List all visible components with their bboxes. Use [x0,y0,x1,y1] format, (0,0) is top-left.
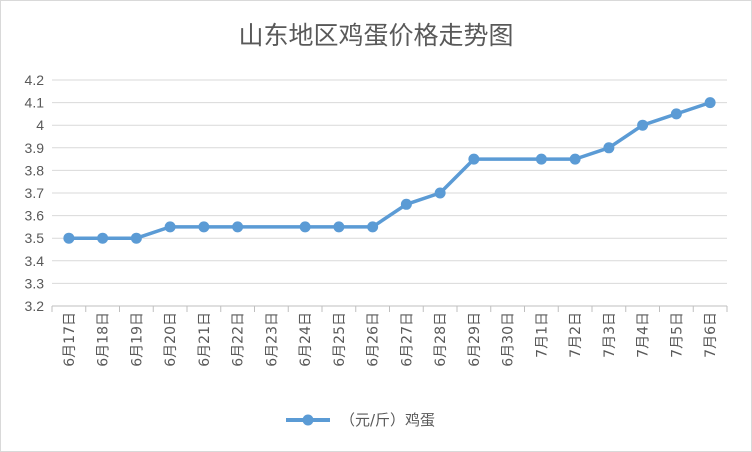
data-point [603,142,615,154]
x-tick-label: 7月2日 [568,312,584,358]
y-tick-label: 3.2 [25,298,45,314]
x-tick-label: 7月5日 [669,312,685,358]
x-tick-label: 6月25日 [332,312,348,367]
x-tick-label: 6月26日 [366,312,382,367]
y-tick-label: 3.3 [25,275,45,291]
legend-marker [302,414,314,426]
x-tick-label: 6月22日 [231,312,247,367]
chart-title: 山东地区鸡蛋价格走势图 [238,21,513,50]
y-tick-label: 3.4 [25,253,45,269]
data-point [164,221,176,233]
x-tick-label: 6月18日 [96,312,112,367]
x-tick-label: 7月3日 [602,312,618,358]
x-tick-label: 6月27日 [399,312,415,367]
x-tick-label: 7月4日 [636,312,652,358]
legend: （元/斤）鸡蛋 [286,411,435,429]
legend-label: （元/斤）鸡蛋 [340,411,435,429]
y-tick-label: 4.1 [25,95,45,111]
data-point [63,232,75,244]
series-group [63,97,716,244]
y-tick-label: 4.2 [25,72,45,88]
x-tick-label: 6月30日 [501,312,517,367]
grid-lines [52,79,727,307]
data-point [232,221,244,233]
data-point [670,108,682,120]
y-tick-label: 3.6 [25,208,45,224]
y-tick-label: 4 [36,117,44,133]
data-point [198,221,210,233]
y-tick-label: 3.8 [25,162,45,178]
data-point [434,187,446,199]
data-point [704,97,716,109]
x-axis [51,305,728,312]
x-tick-label: 6月24日 [298,312,314,367]
series-line [67,100,712,240]
y-axis-ticks: 4.2 4.1 4 3.9 3.8 3.7 3.6 3.5 3.4 3.3 3.2 [25,72,45,314]
x-tick-label: 6月21日 [197,312,213,367]
data-point [535,153,547,165]
data-point [130,232,142,244]
x-tick-label: 7月6日 [703,312,719,358]
data-point [333,221,345,233]
x-tick-label: 6月28日 [433,312,449,367]
y-tick-label: 3.5 [25,230,45,246]
x-tick-label: 6月17日 [62,312,78,367]
x-tick-label: 6月29日 [467,312,483,367]
x-axis-ticks: 6月17日 6月18日 6月19日 6月20日 6月21日 6月22日 6月23日 6月24日… [62,312,719,367]
data-point [97,232,109,244]
data-point [468,153,480,165]
y-tick-label: 3.9 [25,140,45,156]
data-point [569,153,581,165]
data-point [637,119,649,131]
y-tick-label: 3.7 [25,185,45,201]
data-point [367,221,379,233]
data-point [299,221,311,233]
data-point [400,198,412,210]
x-tick-label: 7月1日 [534,312,550,358]
x-tick-label: 6月20日 [163,312,179,367]
x-tick-label: 6月23日 [264,312,280,367]
x-tick-label: 6月19日 [129,312,145,367]
